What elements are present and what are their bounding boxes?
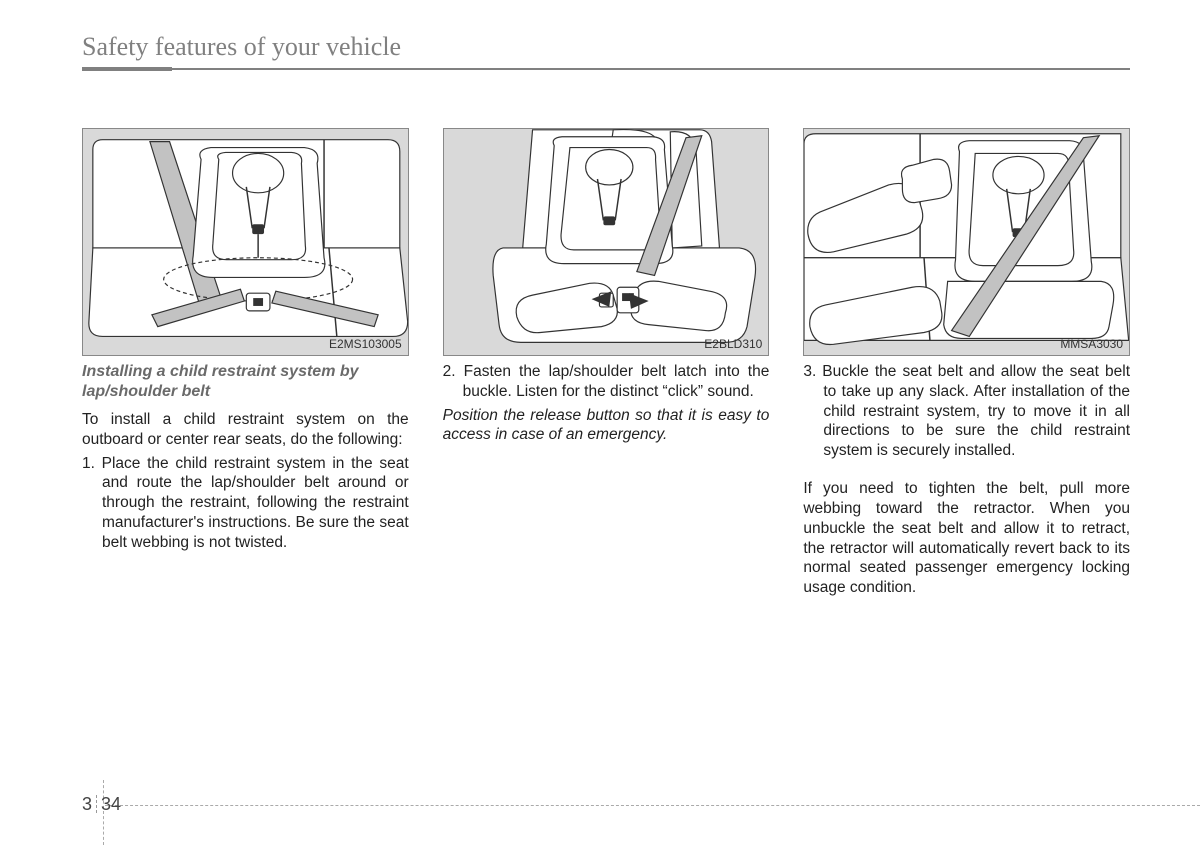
column-1: E2MS103005 Installing a child restraint … <box>82 128 409 602</box>
childseat-on-bench-icon <box>83 129 408 355</box>
buckle-latch-icon <box>444 129 769 355</box>
column-3-step3: 3. Buckle the seat belt and allow the se… <box>803 362 1130 461</box>
content-columns: E2MS103005 Installing a child restraint … <box>82 128 1130 602</box>
column-2-step2: 2. Fasten the lap/shoulder belt latch in… <box>443 362 770 402</box>
figure-3-label: MMSA3030 <box>1060 337 1123 351</box>
figure-2-label: E2BLD310 <box>704 337 762 351</box>
column-1-subhead: Installing a child restraint system by l… <box>82 362 409 402</box>
figure-2: E2BLD310 <box>443 128 770 356</box>
figure-1-label: E2MS103005 <box>329 337 402 351</box>
footer-dashed-horizontal <box>105 805 1200 806</box>
page-number-value: 34 <box>101 794 121 814</box>
page-title: Safety features of your vehicle <box>82 32 1130 68</box>
tighten-belt-icon <box>804 129 1129 355</box>
column-2: E2BLD310 2. Fasten the lap/shoulder belt… <box>443 128 770 602</box>
chapter-number: 3 <box>82 794 92 814</box>
figure-1: E2MS103005 <box>82 128 409 356</box>
column-3: MMSA3030 3. Buckle the seat belt and all… <box>803 128 1130 602</box>
figure-3: MMSA3030 <box>803 128 1130 356</box>
column-1-step1: 1. Place the child restraint system in t… <box>82 454 409 553</box>
spacer <box>803 465 1130 479</box>
page-number: 3 34 <box>82 794 121 815</box>
pagenum-separator <box>96 795 97 813</box>
header-rule <box>82 68 1130 70</box>
page-header: Safety features of your vehicle <box>82 32 1130 70</box>
column-2-note: Position the release button so that it i… <box>443 406 770 446</box>
column-3-para: If you need to tighten the belt, pull mo… <box>803 479 1130 598</box>
column-1-intro: To install a child restraint system on t… <box>82 410 409 450</box>
